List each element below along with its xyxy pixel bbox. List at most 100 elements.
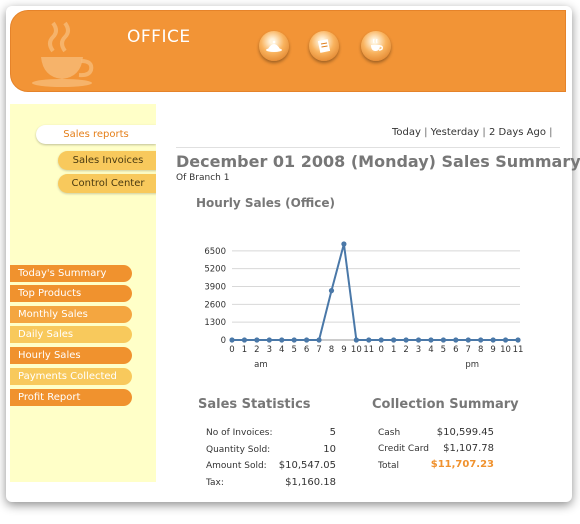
app-title: OFFICE [127,27,191,47]
link-2-days-ago[interactable]: 2 Days Ago [488,127,546,138]
data-point [490,337,496,343]
collection-label-credit-card: Credit Card [378,444,429,454]
x-tick-label: 10 [351,345,362,355]
sales-statistics-title: Sales Statistics [198,397,311,412]
link-yesterday[interactable]: Yesterday [430,127,480,138]
x-tick-label: 4 [428,345,433,355]
stat-label-invoices: No of Invoices: [206,428,273,438]
x-tick-label: 11 [363,345,374,355]
y-tick-label: 1300 [204,318,226,328]
notepad-icon[interactable] [309,31,339,61]
collection-value-total: $11,707.23 [430,459,494,470]
x-tick-label: 9 [490,345,495,355]
data-point [266,337,272,343]
y-tick-label: 5200 [204,265,226,275]
coffee-logo-icon [32,21,94,87]
sidebar-item-payments-collected[interactable]: Payments Collected [10,368,132,385]
data-point [378,337,384,343]
data-point [291,337,297,343]
subtab-sales-reports[interactable]: Sales reports [36,125,156,144]
data-point [478,337,484,343]
x-tick-label: 1 [391,345,396,355]
data-point [328,288,335,294]
data-point [316,337,322,343]
period-label-pm: pm [465,360,479,370]
x-tick-label: 2 [403,345,408,355]
x-tick-label: 3 [416,345,421,355]
data-point [366,337,372,343]
x-tick-label: 5 [441,345,446,355]
header-banner: OFFICE [10,10,566,92]
sidebar-item-hourly-sales[interactable]: Hourly Sales [10,347,132,364]
x-tick-label: 0 [379,345,384,355]
collection-value-cash: $10,599.45 [436,427,494,438]
y-tick-label: 3900 [204,283,226,293]
collection-label-cash: Cash [378,428,401,438]
day-links: Today | Yesterday | 2 Days Ago | [392,127,553,138]
stat-value-amount: $10,547.05 [278,460,336,471]
x-tick-label: 7 [316,345,321,355]
collection-value-credit-card: $1,107.78 [443,443,494,454]
sidebar-item-top-products[interactable]: Top Products [10,285,132,302]
sidebar-item-daily-sales[interactable]: Daily Sales [10,326,132,343]
data-point [391,337,397,343]
x-tick-label: 2 [254,345,259,355]
y-tick-label: 0 [221,336,226,346]
divider [176,147,560,148]
y-tick-label: 2600 [204,300,226,310]
period-label-am: am [254,360,268,370]
data-point [428,337,434,343]
link-today[interactable]: Today [392,127,421,138]
stat-value-invoices: 5 [329,427,336,438]
data-point [353,337,359,343]
data-point [403,337,409,343]
coffee-cup-icon[interactable] [361,31,391,61]
data-point [502,337,509,343]
x-tick-label: 0 [229,345,234,355]
sidebar-item-profit-report[interactable]: Profit Report [10,389,132,406]
food-tray-icon[interactable] [259,31,289,61]
data-point [254,337,260,343]
data-point [415,337,422,343]
x-tick-label: 9 [341,345,346,355]
x-tick-label: 10 [500,345,511,355]
stat-value-tax: $1,160.18 [285,477,336,488]
data-point [341,241,347,247]
chart-title: Hourly Sales (Office) [196,196,335,210]
data-point [279,337,285,343]
subtab-control-center[interactable]: Control Center [58,174,158,193]
stat-label-amount: Amount Sold: [206,461,267,471]
x-tick-label: 4 [279,345,284,355]
data-point [229,337,235,343]
separator: | [549,127,553,138]
data-point [453,337,459,343]
x-tick-label: 8 [478,345,483,355]
separator: | [482,127,489,138]
x-tick-label: 5 [291,345,296,355]
stat-label-tax: Tax: [206,478,224,488]
collection-summary-title: Collection Summary [372,397,519,412]
x-tick-label: 6 [453,345,458,355]
x-tick-label: 1 [242,345,247,355]
data-point [515,337,521,343]
branch-label: Of Branch 1 [176,173,230,183]
x-tick-label: 11 [513,345,524,355]
x-tick-label: 3 [267,345,272,355]
data-point [440,337,446,343]
data-point [241,337,248,343]
y-tick-label: 6500 [204,247,226,257]
subtab-sales-invoices[interactable]: Sales Invoices [58,151,158,170]
sidebar-item-monthly-sales[interactable]: Monthly Sales [10,306,132,323]
page-title: December 01 2008 (Monday) Sales Summary [176,152,580,171]
x-tick-label: 8 [329,345,334,355]
stat-label-quantity: Quantity Sold: [206,445,271,455]
data-point [304,337,310,343]
stat-value-quantity: 10 [323,444,336,455]
x-tick-label: 7 [466,345,471,355]
collection-label-total: Total [378,461,400,471]
data-point [465,337,471,343]
main-content [156,100,566,496]
x-tick-label: 6 [304,345,309,355]
sidebar-item-todays-summary[interactable]: Today's Summary [10,265,132,282]
